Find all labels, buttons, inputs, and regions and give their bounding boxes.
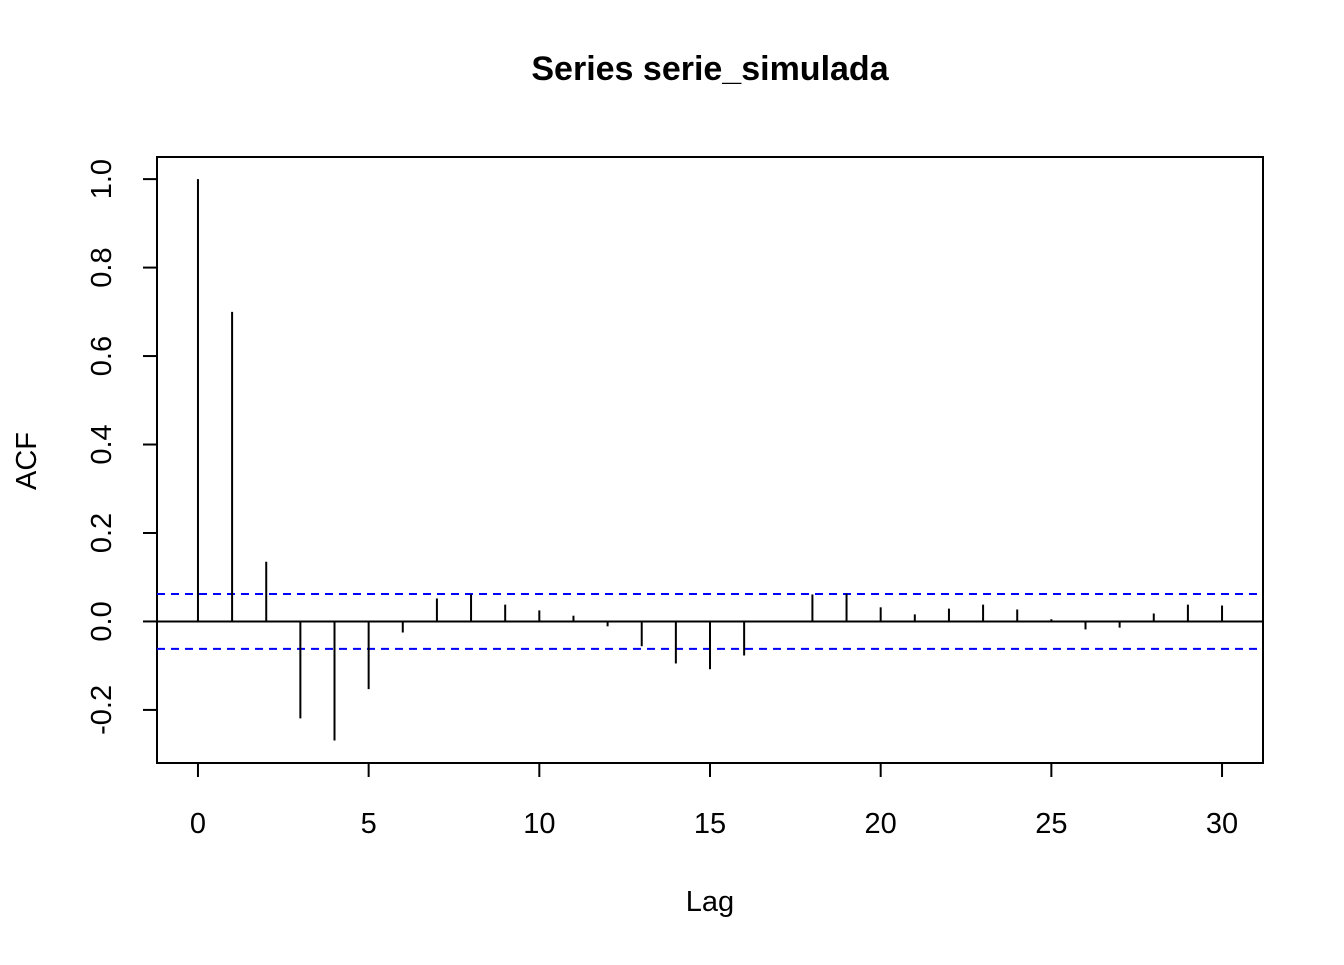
y-tick-label: 0.4: [86, 424, 118, 464]
x-tick-label: 20: [865, 808, 897, 840]
x-axis-label: Lag: [686, 886, 734, 918]
x-tick-label: 10: [523, 808, 555, 840]
y-tick-label: 0.0: [86, 601, 118, 641]
y-tick-label: 1.0: [86, 159, 118, 199]
x-tick-label: 15: [694, 808, 726, 840]
x-tick-label: 0: [190, 808, 206, 840]
y-tick-label: 0.6: [86, 336, 118, 376]
x-tick-label: 30: [1206, 808, 1238, 840]
y-tick-label: 0.2: [86, 513, 118, 553]
y-tick-label: 0.8: [86, 247, 118, 287]
chart-title: Series serie_simulada: [531, 50, 889, 88]
x-tick-label: 5: [361, 808, 377, 840]
y-tick-label: -0.2: [86, 685, 118, 735]
y-axis-label: ACF: [11, 432, 43, 490]
x-tick-label: 25: [1035, 808, 1067, 840]
